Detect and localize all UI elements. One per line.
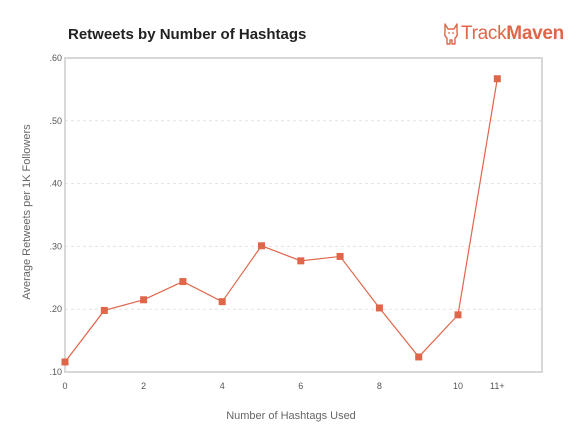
- x-tick-label: 10: [453, 381, 463, 391]
- trackmaven-logo: TrackMaven: [441, 22, 564, 46]
- logo-part-track: Track: [461, 23, 507, 44]
- data-point: [454, 311, 462, 319]
- data-point: [336, 252, 344, 260]
- x-tick-label: 6: [298, 381, 303, 391]
- data-point: [297, 257, 305, 265]
- chart-title: Retweets by Number of Hashtags: [68, 26, 307, 43]
- x-axis-ticks: 0 2 4 6 8 10 11+: [62, 381, 504, 391]
- y-tick-label: .30: [49, 241, 62, 251]
- data-point: [218, 298, 226, 306]
- data-point: [415, 353, 423, 361]
- data-points: [61, 75, 501, 366]
- data-point: [100, 306, 108, 314]
- x-tick-label: 11+: [490, 381, 505, 391]
- data-point: [258, 242, 265, 250]
- logo-wordmark: TrackMaven: [461, 23, 564, 45]
- y-axis-label: Average Retweets per 1K Followers: [21, 124, 33, 300]
- x-tick-label: 4: [220, 381, 225, 391]
- y-tick-label: .20: [49, 304, 62, 314]
- logo-part-maven: Maven: [506, 23, 564, 44]
- data-point: [179, 278, 187, 286]
- data-point: [61, 358, 69, 366]
- x-axis-label: Number of Hashtags Used: [226, 410, 356, 422]
- data-point: [493, 75, 501, 83]
- y-tick-label: .10: [49, 367, 62, 377]
- x-tick-label: 8: [377, 381, 382, 391]
- data-point: [375, 304, 383, 312]
- data-point: [140, 296, 148, 304]
- y-tick-label: .50: [49, 116, 62, 126]
- grid-lines: [65, 120, 542, 310]
- x-tick-label: 2: [141, 381, 146, 391]
- y-axis-ticks: .10 .20 .30 .40 .50 .60: [49, 53, 62, 377]
- y-tick-label: .40: [49, 179, 62, 189]
- dog-icon: [444, 23, 458, 45]
- plot-frame: [64, 57, 543, 373]
- x-tick-label: 0: [62, 381, 67, 391]
- series-line: [64, 78, 498, 363]
- y-tick-label: .60: [49, 53, 62, 63]
